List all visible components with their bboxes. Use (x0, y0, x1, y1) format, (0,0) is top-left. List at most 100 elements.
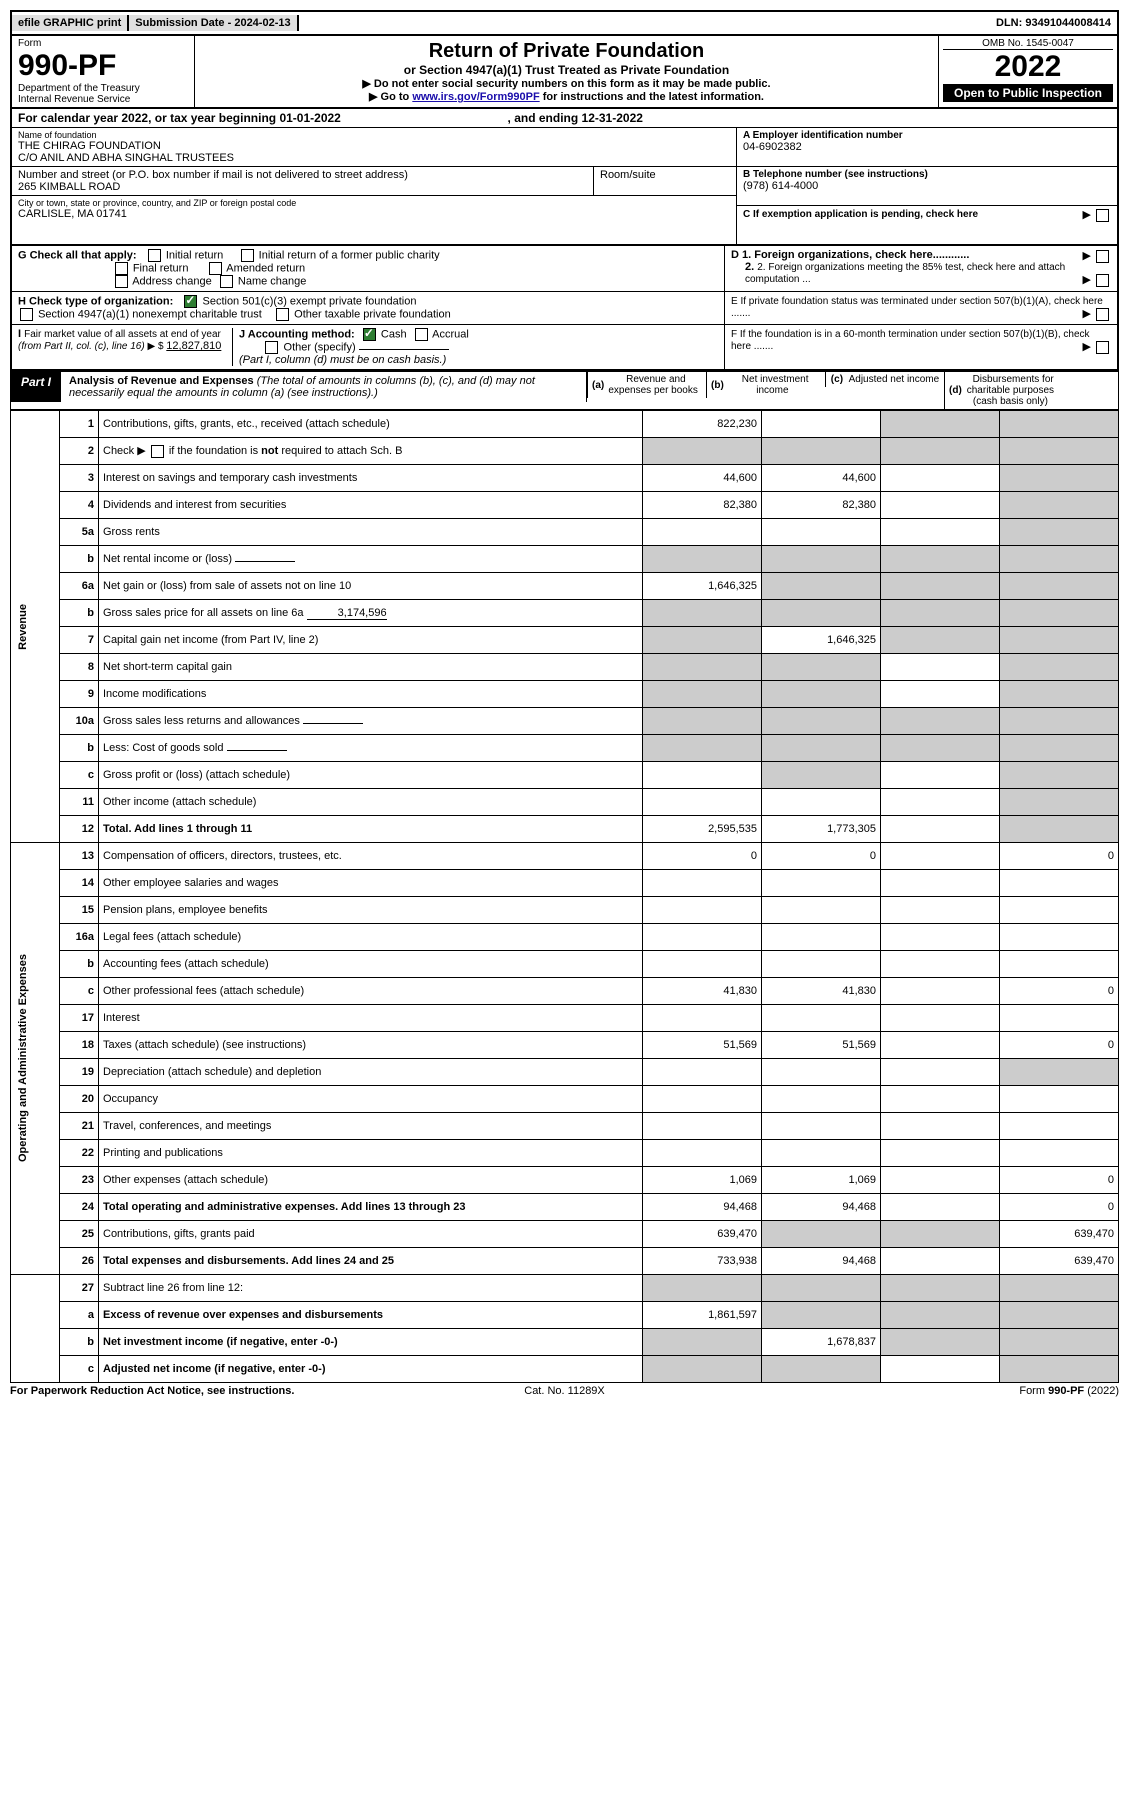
cell-shaded (881, 438, 1000, 465)
cell-shaded (881, 546, 1000, 573)
line-num: 23 (60, 1167, 99, 1194)
line-desc: Other professional fees (attach schedule… (99, 978, 643, 1005)
line-desc: Contributions, gifts, grants, etc., rece… (99, 411, 643, 438)
cell-shaded (1000, 1329, 1119, 1356)
cell-amount: 82,380 (643, 492, 762, 519)
cell-shaded (1000, 1356, 1119, 1383)
g-initial-return[interactable] (148, 249, 161, 262)
cell-shaded (1000, 735, 1119, 762)
h-501c3[interactable] (184, 295, 197, 308)
efile-label[interactable]: efile GRAPHIC print (12, 15, 129, 31)
g-address-change[interactable] (115, 275, 128, 288)
line-desc: Accounting fees (attach schedule) (99, 951, 643, 978)
f-checkbox[interactable] (1096, 341, 1109, 354)
cell-amount: 44,600 (762, 465, 881, 492)
cell-amount (643, 762, 762, 789)
line-num: 7 (60, 627, 99, 654)
cell-amount (643, 951, 762, 978)
line-num: 3 (60, 465, 99, 492)
cell-amount: 41,830 (643, 978, 762, 1005)
cell-amount (643, 924, 762, 951)
g-name-change[interactable] (220, 275, 233, 288)
cell-shaded (881, 600, 1000, 627)
city-cell: City or town, state or province, country… (12, 196, 736, 222)
line-5a: 5a Gross rents (11, 519, 1119, 546)
cell-shaded (1000, 573, 1119, 600)
line-desc: Net rental income or (loss) (99, 546, 643, 573)
cell-amount: 639,470 (1000, 1221, 1119, 1248)
j-cash[interactable] (363, 328, 376, 341)
cell-shaded (1000, 465, 1119, 492)
cell-shaded (1000, 600, 1119, 627)
cell-amount (1000, 897, 1119, 924)
cell-amount: 51,569 (643, 1032, 762, 1059)
cell-shaded (643, 735, 762, 762)
g-amended-return[interactable] (209, 262, 222, 275)
expenses-label: Operating and Administrative Expenses (11, 843, 60, 1275)
line-17: 17 Interest (11, 1005, 1119, 1032)
line-8: 8 Net short-term capital gain (11, 654, 1119, 681)
line-desc: Less: Cost of goods sold (99, 735, 643, 762)
j-other[interactable] (265, 341, 278, 354)
line-c: c Other professional fees (attach schedu… (11, 978, 1119, 1005)
cell-amount: 94,468 (762, 1194, 881, 1221)
line-b: b Less: Cost of goods sold (11, 735, 1119, 762)
cell-amount (643, 897, 762, 924)
part1-title: Analysis of Revenue and Expenses (The to… (61, 372, 586, 402)
g-final-return[interactable] (115, 262, 128, 275)
line-desc: Subtract line 26 from line 12: (99, 1275, 643, 1302)
cell-shaded (1000, 708, 1119, 735)
header-center: Return of Private Foundation or Section … (195, 36, 938, 107)
line-desc: Net investment income (if negative, ente… (99, 1329, 643, 1356)
line-desc: Other income (attach schedule) (99, 789, 643, 816)
line-desc: Taxes (attach schedule) (see instruction… (99, 1032, 643, 1059)
g-initial-former[interactable] (241, 249, 254, 262)
cell-amount (881, 1059, 1000, 1086)
cell-shaded (1000, 1059, 1119, 1086)
cell-shaded (1000, 546, 1119, 573)
d2-checkbox[interactable] (1096, 274, 1109, 287)
cell-amount: 0 (762, 843, 881, 870)
line-24: 24 Total operating and administrative ex… (11, 1194, 1119, 1221)
part1-header: Part I Analysis of Revenue and Expenses … (10, 371, 1119, 410)
cell-amount (643, 1059, 762, 1086)
cell-amount: 41,830 (762, 978, 881, 1005)
form-label: Form (18, 38, 188, 49)
cell-shaded (643, 681, 762, 708)
cell-amount (881, 1356, 1000, 1383)
cell-shaded (643, 708, 762, 735)
irs-link[interactable]: www.irs.gov/Form990PF (412, 91, 539, 103)
cell-amount (881, 870, 1000, 897)
line-num: 27 (60, 1275, 99, 1302)
cell-amount: 1,646,325 (762, 627, 881, 654)
dept-treasury: Department of the Treasury (18, 83, 188, 94)
line-desc: Gross sales price for all assets on line… (99, 600, 643, 627)
j-accrual[interactable] (415, 328, 428, 341)
cell-shaded (762, 735, 881, 762)
cell-amount (1000, 1086, 1119, 1113)
line-desc: Compensation of officers, directors, tru… (99, 843, 643, 870)
line-23: 23 Other expenses (attach schedule) 1,06… (11, 1167, 1119, 1194)
cell-amount: 82,380 (762, 492, 881, 519)
h-other-taxable[interactable] (276, 308, 289, 321)
cell-shaded (881, 1275, 1000, 1302)
e-checkbox[interactable] (1096, 308, 1109, 321)
cell-amount (762, 1113, 881, 1140)
cell-amount (881, 1005, 1000, 1032)
cell-shaded (1000, 789, 1119, 816)
cell-amount (881, 762, 1000, 789)
line-num: 11 (60, 789, 99, 816)
h-4947[interactable] (20, 308, 33, 321)
cell-amount (881, 1113, 1000, 1140)
ein-value: 04-6902382 (743, 141, 1111, 153)
line-num: 12 (60, 816, 99, 843)
cell-amount: 0 (1000, 978, 1119, 1005)
cell-amount: 51,569 (762, 1032, 881, 1059)
line-b: b Accounting fees (attach schedule) (11, 951, 1119, 978)
d1-label: D 1. Foreign organizations, check here..… (731, 249, 969, 261)
cell-amount: 0 (1000, 843, 1119, 870)
cell-amount (1000, 1005, 1119, 1032)
d1-checkbox[interactable] (1096, 250, 1109, 263)
line-desc: Total. Add lines 1 through 11 (99, 816, 643, 843)
c-checkbox[interactable] (1096, 209, 1109, 222)
